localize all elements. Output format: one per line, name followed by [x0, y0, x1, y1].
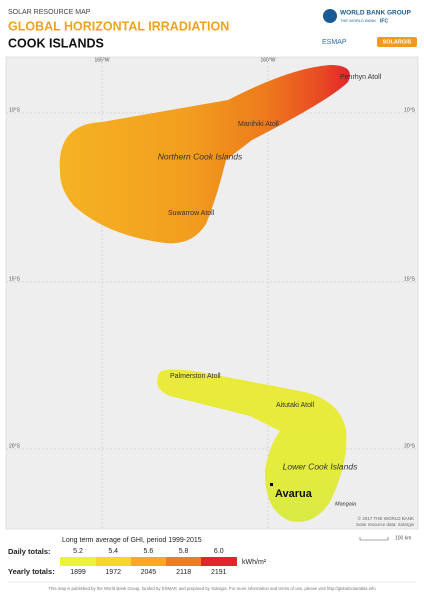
- place-label: Suwarrow Atoll: [168, 210, 215, 217]
- footer: This map is published by the World Bank …: [48, 586, 376, 591]
- logo-ifc: IFC: [380, 18, 388, 24]
- place-label: Manihiki Atoll: [238, 121, 279, 128]
- legend-title: Long term average of GHI, period 1999-20…: [62, 537, 202, 544]
- place-label: Palmerston Atoll: [170, 373, 221, 380]
- capital-label: Avarua: [275, 488, 313, 500]
- northern-region: [59, 65, 350, 244]
- legend-unit: kWh/m²: [242, 559, 267, 566]
- southern-region: [157, 369, 347, 522]
- yearly-value: 2118: [176, 569, 191, 576]
- region-label: Northern Cook Islands: [158, 151, 243, 161]
- daily-value: 5.8: [179, 548, 189, 555]
- logo-esmap: ESMAP: [322, 39, 347, 46]
- logo-globe: [323, 9, 337, 23]
- daily-label: Daily totals:: [8, 547, 51, 556]
- place-label: Penrhyn Atoll: [340, 74, 382, 81]
- logo-solargis: SOLARGIS: [383, 39, 412, 45]
- lon-label: 165°W: [94, 57, 109, 63]
- yearly-label: Yearly totals:: [8, 567, 55, 576]
- title: GLOBAL HORIZONTAL IRRADIATION: [8, 19, 229, 33]
- daily-value: 5.4: [108, 548, 118, 555]
- lat-label: 20°S: [404, 443, 416, 449]
- yearly-value: 2191: [211, 569, 227, 576]
- lat-label: 15°S: [404, 276, 416, 282]
- logo-wbg: WORLD BANK GROUP: [340, 10, 411, 17]
- lat-label: 10°S: [404, 107, 416, 113]
- lat-label: 20°S: [9, 443, 21, 449]
- place-label: Mangaia: [335, 501, 356, 507]
- daily-value: 5.6: [144, 548, 154, 555]
- capital-marker: [270, 483, 273, 486]
- daily-value: 5.2: [73, 548, 83, 555]
- lat-label: 10°S: [9, 107, 21, 113]
- yearly-value: 1972: [105, 569, 121, 576]
- logo-wb: THE WORLD BANK: [340, 18, 376, 23]
- kicker: SOLAR RESOURCE MAP: [8, 9, 91, 16]
- scale-bar: [359, 537, 389, 541]
- copyright: © 2017 THE WORLD BANK: [358, 515, 414, 521]
- lat-label: 15°S: [9, 276, 21, 282]
- scale-label: 100 km: [395, 535, 411, 541]
- daily-value: 6.0: [214, 548, 224, 555]
- yearly-value: 1899: [70, 569, 86, 576]
- logo-solargis-bg: [377, 37, 417, 47]
- region-label: Lower Cook Islands: [283, 461, 358, 471]
- color-bar: [60, 557, 237, 566]
- lon-label: 160°W: [260, 57, 275, 63]
- data-credit: Solar resource data: Solargis: [356, 522, 415, 527]
- yearly-value: 2045: [141, 569, 157, 576]
- place-label: Aitutaki Atoll: [276, 402, 315, 409]
- subtitle: COOK ISLANDS: [8, 36, 104, 50]
- legend-labels: 5.2 5.4 5.6 5.8 6.0 1899 1972 2045 2118 2191: [70, 548, 226, 576]
